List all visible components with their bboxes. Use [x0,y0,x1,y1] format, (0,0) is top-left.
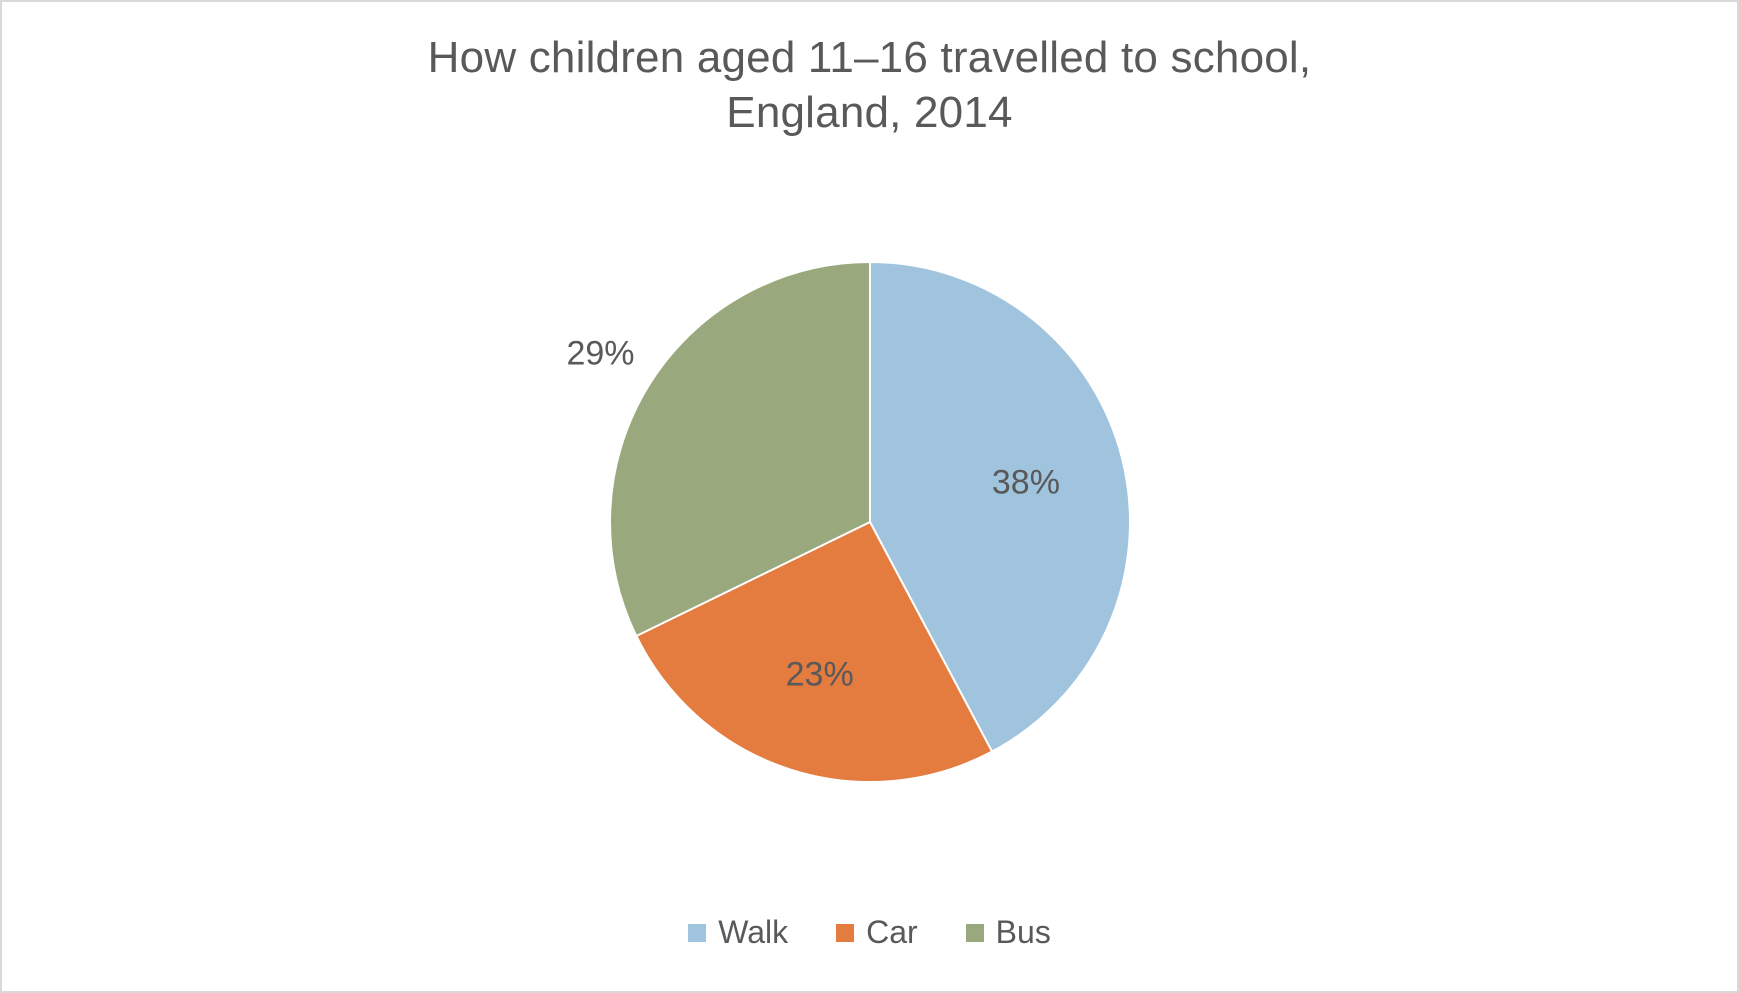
chart-container: How children aged 11–16 travelled to sch… [0,0,1739,993]
chart-title: How children aged 11–16 travelled to sch… [428,30,1312,140]
legend-item-bus: Bus [966,914,1051,951]
legend-swatch-icon [688,924,706,942]
legend-label: Car [866,914,918,951]
legend-label: Bus [996,914,1051,951]
legend-swatch-icon [966,924,984,942]
legend-label: Walk [718,914,788,951]
legend-swatch-icon [836,924,854,942]
chart-title-line2: England, 2014 [726,88,1012,137]
legend-item-walk: Walk [688,914,788,951]
chart-title-line1: How children aged 11–16 travelled to sch… [428,33,1312,82]
plot-area: 38%23%29% [2,140,1737,904]
legend: Walk Car Bus [688,914,1051,951]
legend-item-car: Car [836,914,918,951]
pie-svg [610,262,1130,782]
pie-chart: 38%23%29% [610,262,1130,782]
